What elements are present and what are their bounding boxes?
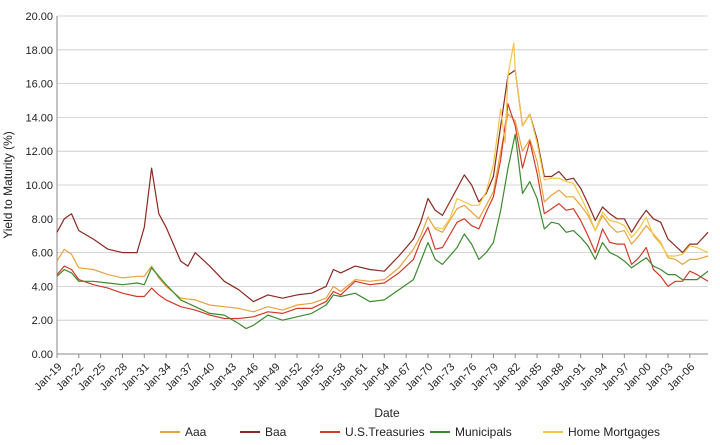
legend-label: Aaa <box>185 425 207 439</box>
y-axis-title: Yield to Maturity (%) <box>1 131 15 239</box>
x-axis: Jan-19Jan-22Jan-25Jan-28Jan-31Jan-34Jan-… <box>32 354 697 393</box>
legend-label: Home Mortgages <box>568 425 660 439</box>
legend: Aaa Baa U.S.Treasuries Municipals Home Mortg… <box>160 425 660 439</box>
y-axis: 0.00 2.00 4.00 6.00 8.00 10.00 12.00 14.00 16.00… <box>25 11 53 361</box>
y-tick-label: 2.00 <box>32 315 53 327</box>
series-line-u-s-treasuries <box>56 103 709 320</box>
series-lines <box>56 42 709 330</box>
y-tick-label: 18.00 <box>25 45 53 57</box>
series-line-municipals <box>56 133 709 330</box>
plot-area <box>56 16 708 355</box>
series-line-baa <box>56 69 709 303</box>
x-axis-title: Date <box>374 406 400 420</box>
y-tick-label: 6.00 <box>32 248 53 260</box>
series-line-aaa <box>56 113 709 313</box>
y-tick-label: 0.00 <box>32 349 53 361</box>
legend-label: U.S.Treasuries <box>345 425 425 439</box>
legend-label: Baa <box>265 425 287 439</box>
y-tick-label: 12.00 <box>25 146 53 158</box>
y-tick-label: 8.00 <box>32 214 53 226</box>
y-tick-label: 10.00 <box>25 180 53 192</box>
y-tick-label: 20.00 <box>25 11 53 23</box>
legend-label: Municipals <box>455 425 512 439</box>
series-line-home-mortgages <box>435 42 709 257</box>
y-tick-label: 4.00 <box>32 281 53 293</box>
y-tick-label: 16.00 <box>25 79 53 91</box>
y-tick-label: 14.00 <box>25 112 53 124</box>
